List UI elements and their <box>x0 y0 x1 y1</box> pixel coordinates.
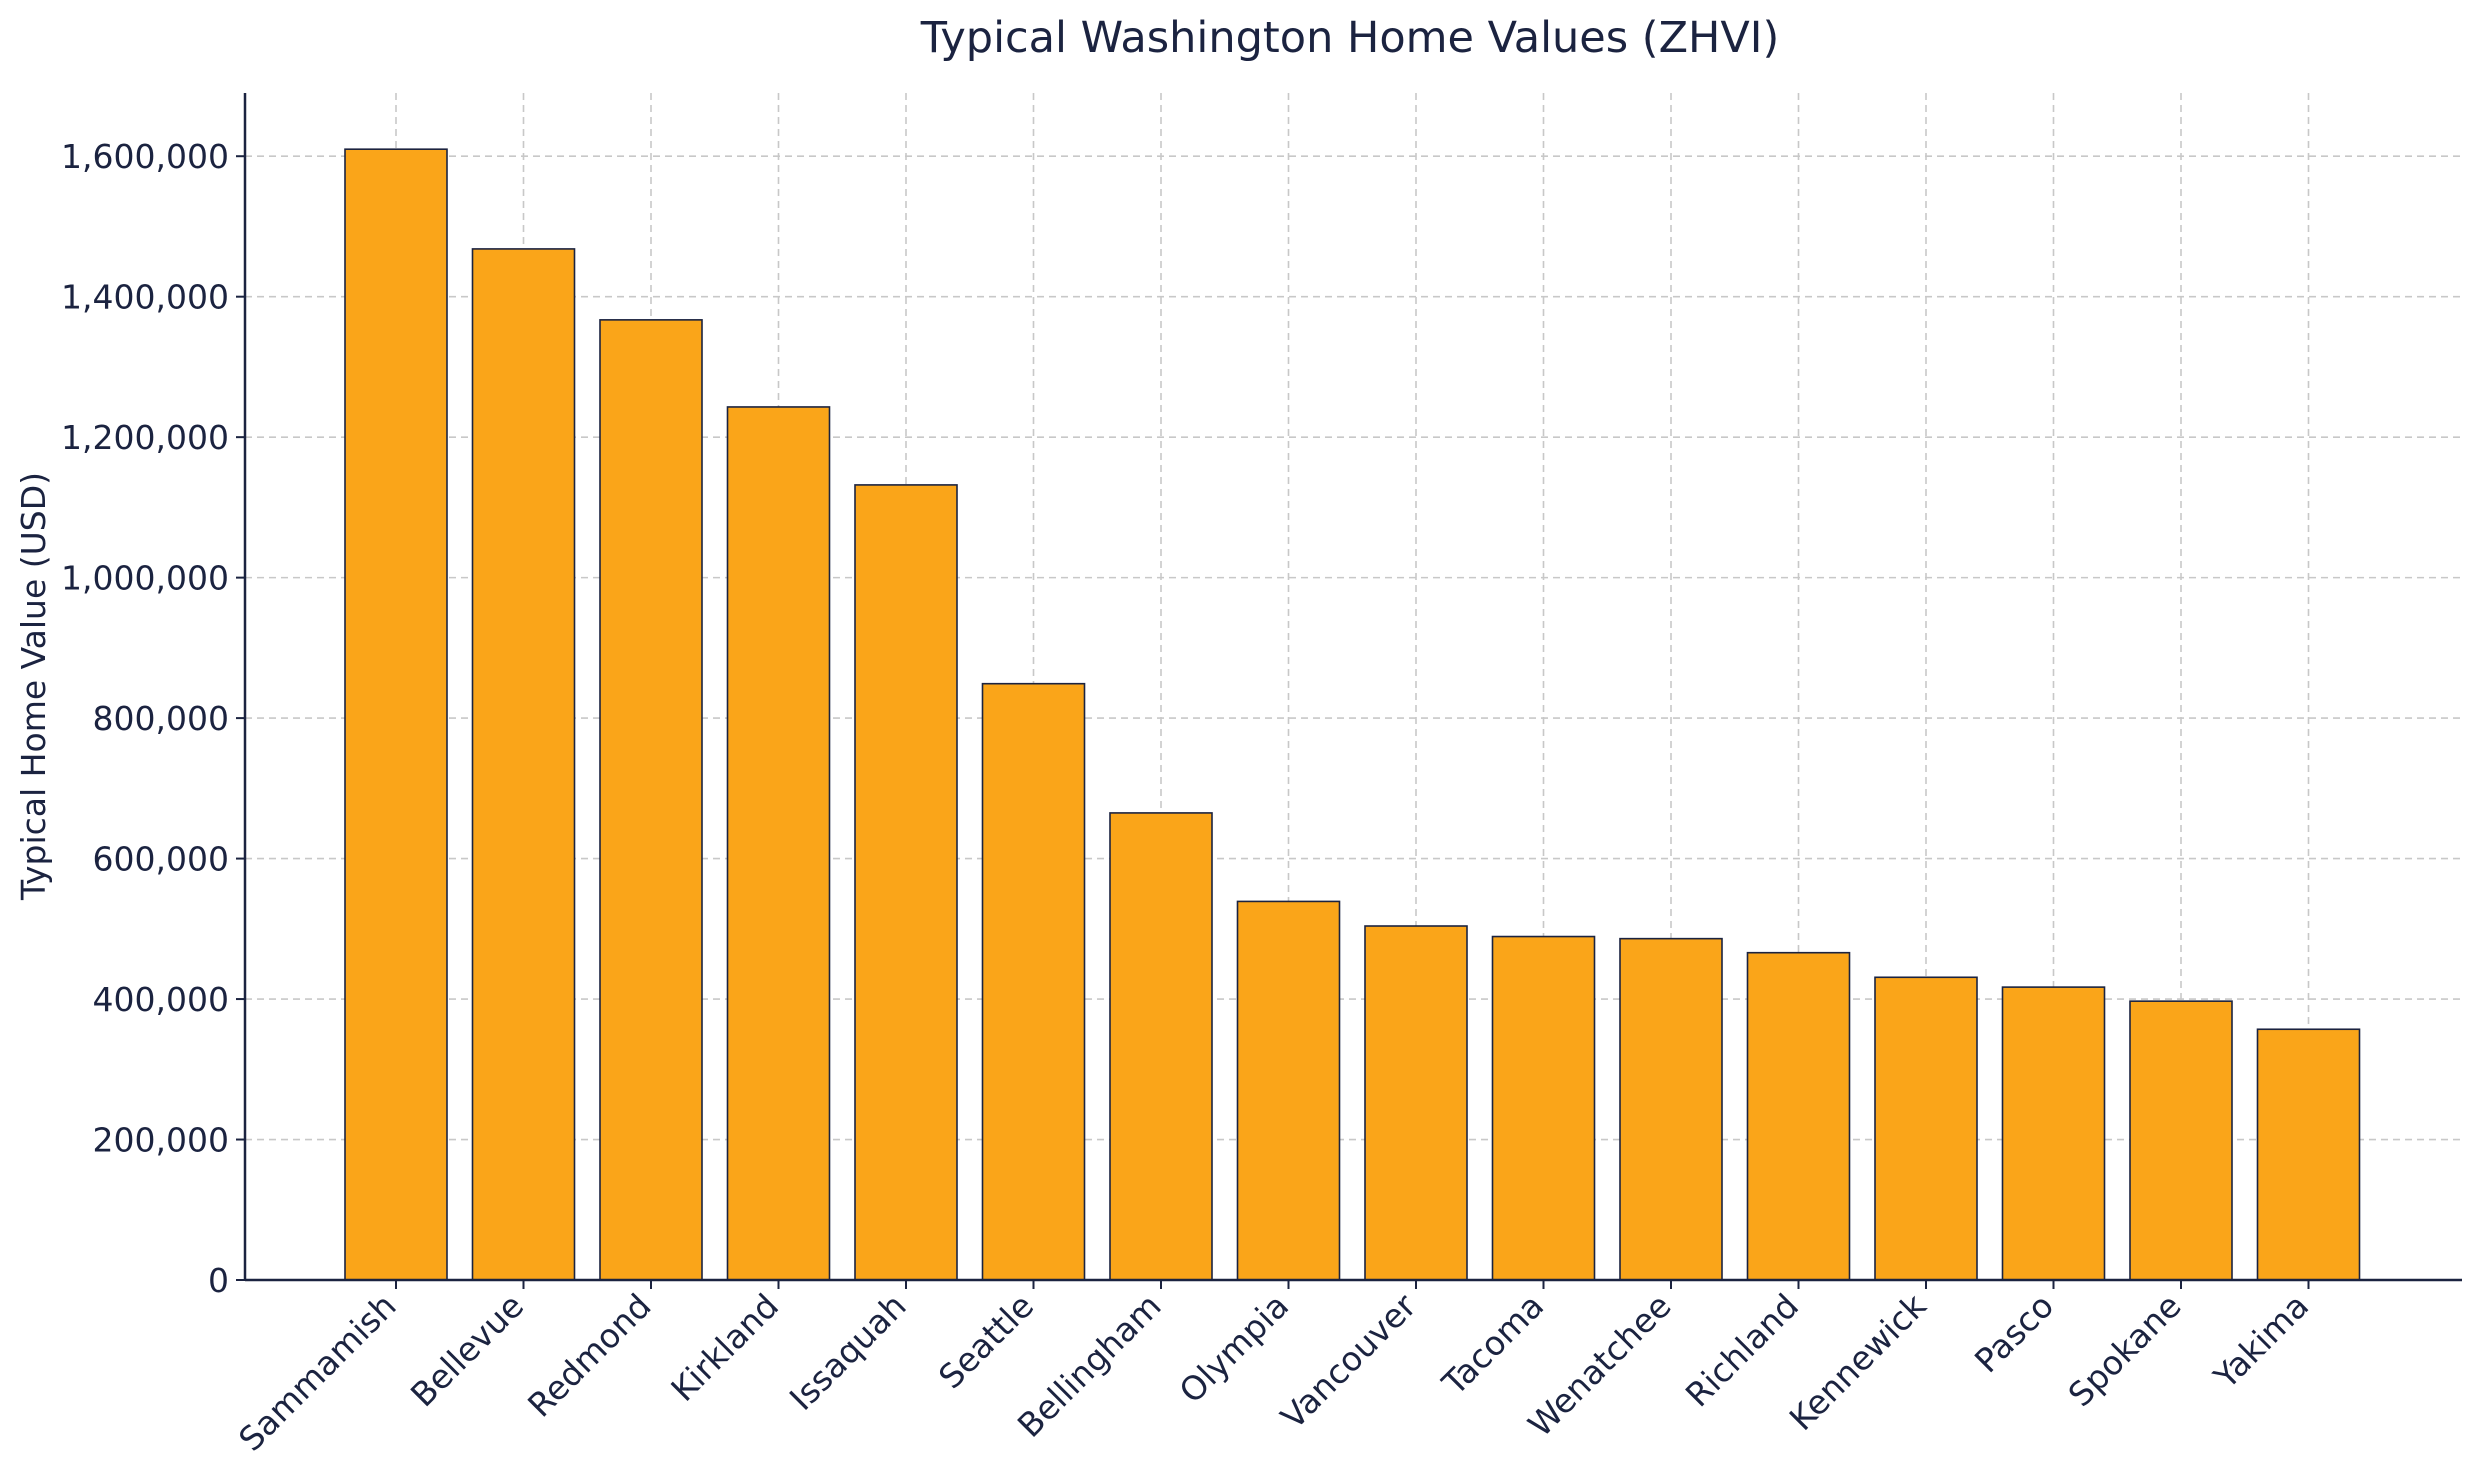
y-tick-label: 1,400,000 <box>61 278 229 317</box>
bar-seattle <box>981 682 1086 1281</box>
y-tick-label: 800,000 <box>93 699 229 738</box>
bar-redmond <box>599 319 703 1281</box>
x-tick-label: Issaquah <box>782 1286 914 1418</box>
x-tick-label: Richland <box>1678 1286 1806 1414</box>
y-tick-label: 1,000,000 <box>61 559 229 598</box>
x-tick-label: Vancouver <box>1273 1286 1424 1437</box>
y-tick-label: 1,600,000 <box>61 137 229 176</box>
bar-yakima <box>2256 1028 2361 1281</box>
x-tick-label: Bellevue <box>403 1286 531 1414</box>
chart-title: Typical Washington Home Values (ZHVI) <box>920 13 1779 63</box>
bar-sammamish <box>344 148 448 1281</box>
y-tick-label: 600,000 <box>93 840 229 879</box>
bar-vancouver <box>1364 925 1468 1281</box>
bar-bellingham <box>1109 812 1213 1281</box>
x-tick-label: Seattle <box>931 1286 1041 1396</box>
x-tick-label: Olympia <box>1172 1286 1297 1411</box>
bar-kirkland <box>726 406 831 1281</box>
x-tick-label: Spokane <box>2061 1286 2189 1414</box>
bar-olympia <box>1236 900 1341 1281</box>
x-tick-label: Tacoma <box>1434 1286 1551 1403</box>
bar-issaquah <box>854 484 958 1281</box>
y-tick-label: 0 <box>208 1261 229 1300</box>
y-axis-label: Typical Home Value (USD) <box>14 472 53 901</box>
x-tick-label: Yakima <box>2206 1286 2317 1397</box>
x-tick-label: Sammamish <box>231 1286 404 1459</box>
bar-bellevue <box>471 248 576 1281</box>
bars <box>344 148 2361 1281</box>
x-tick-label: Redmond <box>520 1286 659 1425</box>
y-ticks: 0 200,000 400,000 600,000 800,000 1,000,000 1,… <box>61 137 245 1300</box>
x-tick-label: Pasco <box>1967 1286 2061 1380</box>
x-tick-label: Kennewick <box>1782 1285 1935 1438</box>
x-tick-label: Kirkland <box>663 1286 786 1409</box>
bar-kennewick <box>1874 976 1978 1281</box>
bar-pasco <box>2001 986 2106 1281</box>
bar-tacoma <box>1491 935 1596 1281</box>
y-tick-label: 1,200,000 <box>61 418 229 457</box>
bar-wenatchee <box>1619 937 1723 1281</box>
bar-richland <box>1746 951 1851 1281</box>
y-tick-label: 200,000 <box>93 1121 229 1160</box>
axes <box>243 93 2462 1282</box>
y-tick-label: 400,000 <box>93 980 229 1019</box>
bar-spokane <box>2129 1000 2233 1281</box>
